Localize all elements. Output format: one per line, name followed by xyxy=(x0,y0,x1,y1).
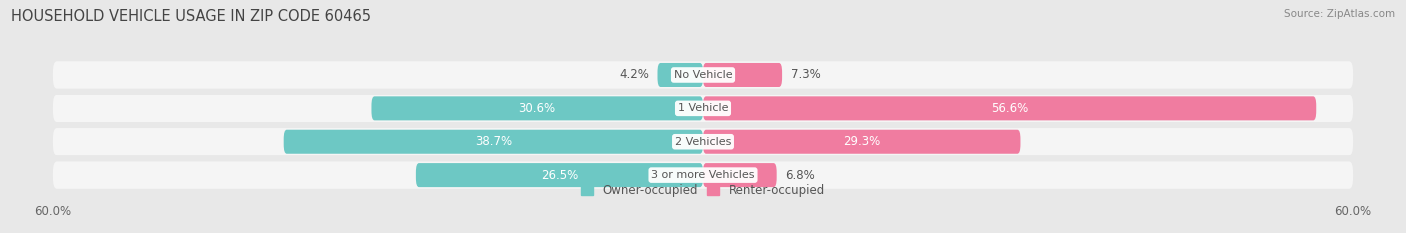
Text: 29.3%: 29.3% xyxy=(844,135,880,148)
Text: No Vehicle: No Vehicle xyxy=(673,70,733,80)
Text: 56.6%: 56.6% xyxy=(991,102,1028,115)
FancyBboxPatch shape xyxy=(53,61,1353,89)
Text: Source: ZipAtlas.com: Source: ZipAtlas.com xyxy=(1284,9,1395,19)
FancyBboxPatch shape xyxy=(703,130,1021,154)
Text: 26.5%: 26.5% xyxy=(541,169,578,182)
FancyBboxPatch shape xyxy=(53,128,1353,155)
FancyBboxPatch shape xyxy=(284,130,703,154)
FancyBboxPatch shape xyxy=(53,95,1353,122)
Text: 2 Vehicles: 2 Vehicles xyxy=(675,137,731,147)
FancyBboxPatch shape xyxy=(703,163,776,187)
Text: 6.8%: 6.8% xyxy=(786,169,815,182)
FancyBboxPatch shape xyxy=(703,96,1316,120)
FancyBboxPatch shape xyxy=(371,96,703,120)
Text: 30.6%: 30.6% xyxy=(519,102,555,115)
Text: 3 or more Vehicles: 3 or more Vehicles xyxy=(651,170,755,180)
Text: 1 Vehicle: 1 Vehicle xyxy=(678,103,728,113)
Text: 4.2%: 4.2% xyxy=(619,69,648,82)
FancyBboxPatch shape xyxy=(53,161,1353,189)
Legend: Owner-occupied, Renter-occupied: Owner-occupied, Renter-occupied xyxy=(581,184,825,197)
FancyBboxPatch shape xyxy=(416,163,703,187)
Text: 38.7%: 38.7% xyxy=(475,135,512,148)
Text: HOUSEHOLD VEHICLE USAGE IN ZIP CODE 60465: HOUSEHOLD VEHICLE USAGE IN ZIP CODE 6046… xyxy=(11,9,371,24)
FancyBboxPatch shape xyxy=(703,63,782,87)
Text: 7.3%: 7.3% xyxy=(790,69,821,82)
FancyBboxPatch shape xyxy=(658,63,703,87)
